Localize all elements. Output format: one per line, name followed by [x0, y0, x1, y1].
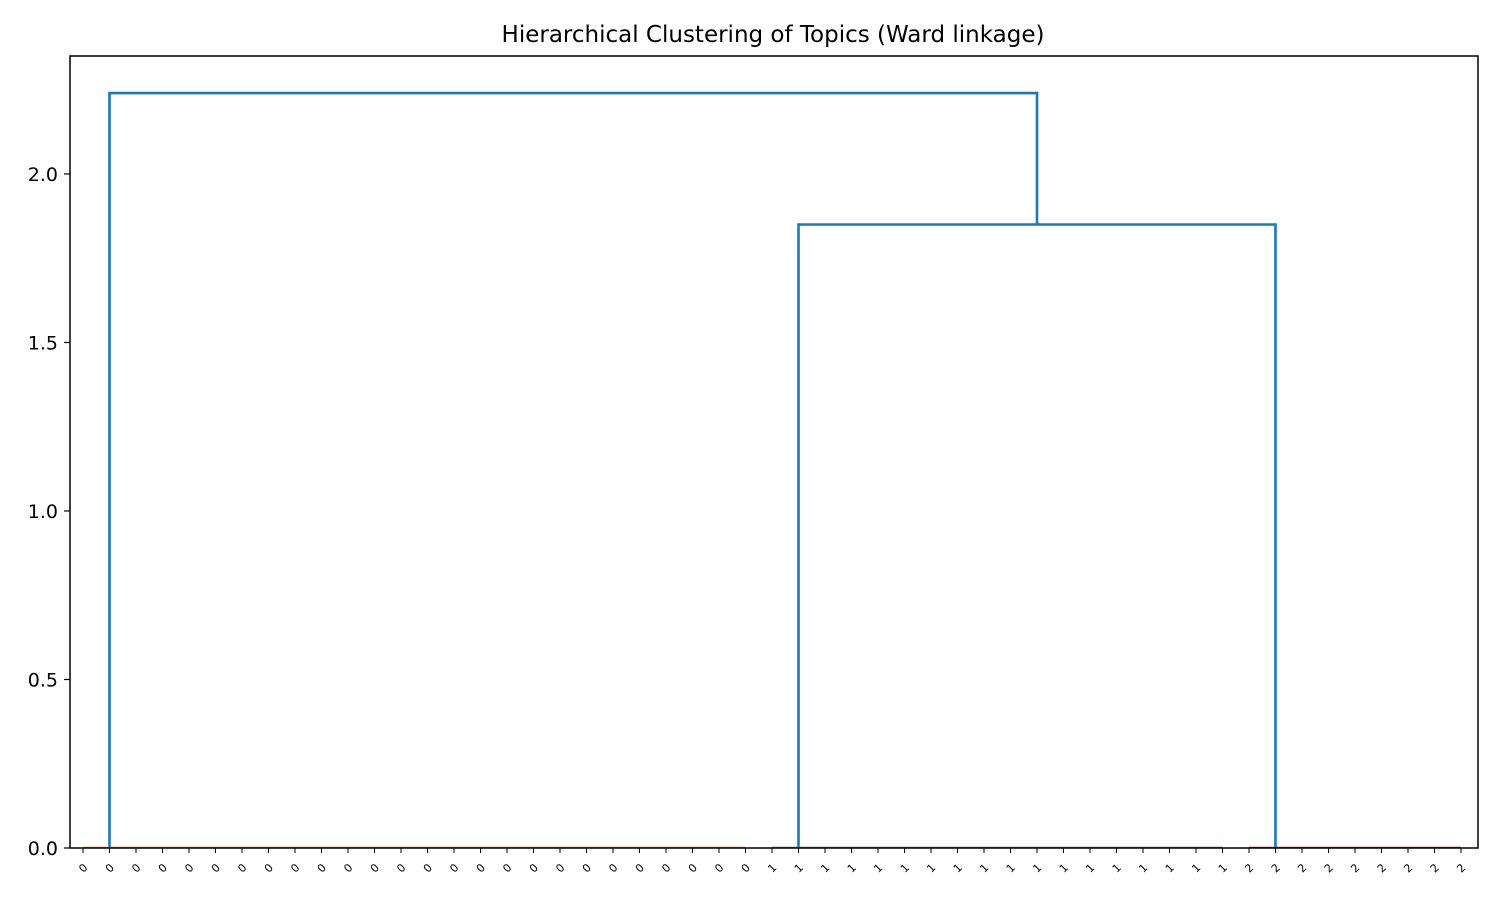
- y-tick-label: 0.5: [28, 669, 58, 691]
- leaf-label: 0: [182, 861, 196, 875]
- leaf-label: 0: [262, 861, 276, 875]
- leaf-label: 0: [209, 861, 223, 875]
- leaf-label: 1: [1004, 861, 1018, 875]
- leaf-label: 1: [792, 861, 806, 875]
- leaf-label: 0: [712, 861, 726, 875]
- leaf-label: 1: [898, 861, 912, 875]
- leaf-label: 2: [1269, 861, 1283, 875]
- y-tick-label: 1.5: [28, 332, 58, 354]
- leaf-label: 2: [1428, 861, 1442, 875]
- leaf-label: 0: [341, 861, 355, 875]
- leaf-label: 2: [1454, 861, 1468, 875]
- leaf-label: 0: [156, 861, 170, 875]
- leaf-label: 2: [1322, 861, 1336, 875]
- leaf-label: 2: [1375, 861, 1389, 875]
- leaf-label: 0: [606, 861, 620, 875]
- leaf-label: 0: [633, 861, 647, 875]
- plot-frame: [69, 55, 1479, 849]
- link-merge-clusters-1-2: [797, 223, 1277, 848]
- leaf-label: 0: [76, 861, 90, 875]
- leaf-label: 0: [421, 861, 435, 875]
- leaf-label: 0: [235, 861, 249, 875]
- leaf-label: 2: [1295, 861, 1309, 875]
- leaf-label: 0: [103, 861, 117, 875]
- leaf-label: 1: [765, 861, 779, 875]
- y-tick-label: 2.0: [28, 164, 58, 186]
- leaf-label: 1: [845, 861, 859, 875]
- leaf-label: 2: [1242, 861, 1256, 875]
- leaf-label: 1: [1110, 861, 1124, 875]
- leaf-label: 1: [1030, 861, 1044, 875]
- leaf-label: 0: [288, 861, 302, 875]
- leaf-label: 0: [686, 861, 700, 875]
- leaf-label: 0: [129, 861, 143, 875]
- y-tick-label: 0.0: [28, 838, 58, 860]
- leaf-label: 0: [500, 861, 514, 875]
- leaf-label: 0: [368, 861, 382, 875]
- leaf-label: 0: [659, 861, 673, 875]
- chart-title: Hierarchical Clustering of Topics (Ward …: [502, 22, 1045, 48]
- leaf-label: 1: [977, 861, 991, 875]
- leaf-label: 0: [394, 861, 408, 875]
- leaf-label: 0: [527, 861, 541, 875]
- leaf-label: 0: [474, 861, 488, 875]
- leaf-label: 0: [447, 861, 461, 875]
- leaf-label: 1: [1057, 861, 1071, 875]
- leaf-label: 0: [580, 861, 594, 875]
- y-tick-label: 1.0: [28, 501, 58, 523]
- leaf-label: 2: [1348, 861, 1362, 875]
- leaf-label: 1: [1136, 861, 1150, 875]
- link-layer: [108, 91, 1277, 848]
- leaf-label: 1: [871, 861, 885, 875]
- leaf-label: 1: [924, 861, 938, 875]
- leaf-label: 0: [739, 861, 753, 875]
- leaf-label: 2: [1401, 861, 1415, 875]
- leaf-label: 1: [1083, 861, 1097, 875]
- leaf-label: 0: [553, 861, 567, 875]
- y-axis: 0.0 0.5 1.0 1.5 2.0: [28, 164, 70, 860]
- leaf-label: 1: [951, 861, 965, 875]
- leaf-label: 1: [1163, 861, 1177, 875]
- leaf-label: 1: [818, 861, 832, 875]
- leaf-label: 1: [1216, 861, 1230, 875]
- link-root-merge: [108, 91, 1039, 848]
- leaf-label: 1: [1189, 861, 1203, 875]
- leaf-label: 0: [315, 861, 329, 875]
